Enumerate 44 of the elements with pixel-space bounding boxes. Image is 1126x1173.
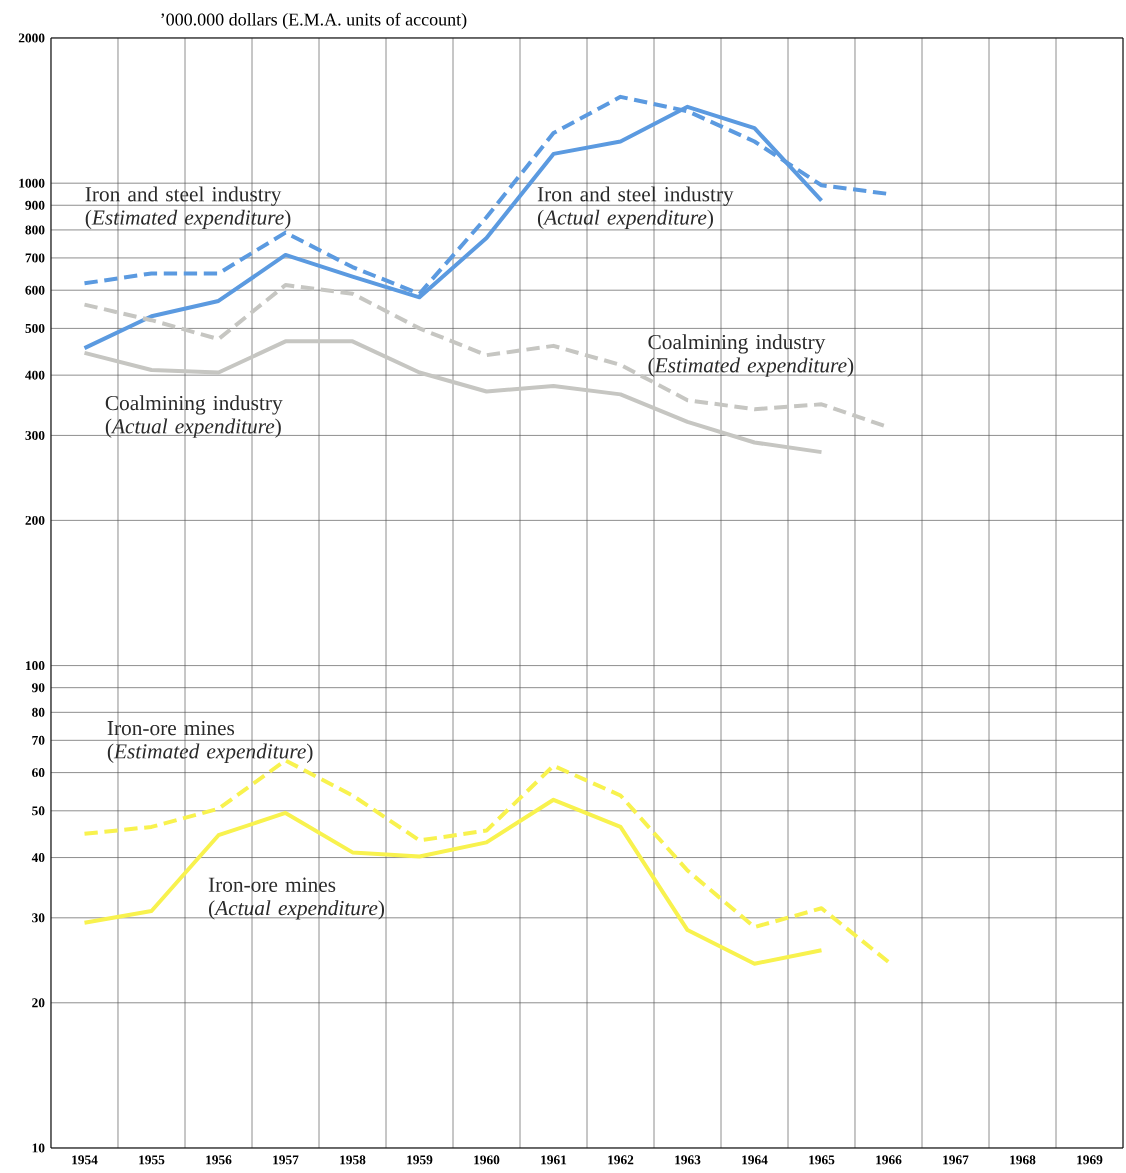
y-tick-label: 700 xyxy=(25,253,45,263)
x-tick-label: 1969 xyxy=(1077,1155,1103,1165)
series-label: Iron and steel industry (Estimated expenditure) xyxy=(85,186,291,230)
series-label: Iron-ore mines (Estimated expenditure) xyxy=(107,720,313,763)
x-tick-label: 1964 xyxy=(742,1155,768,1165)
x-tick-label: 1958 xyxy=(340,1155,366,1165)
line-series xyxy=(82,797,824,966)
y-tick-label: 200 xyxy=(25,515,45,525)
x-tick-label: 1963 xyxy=(675,1155,701,1165)
x-tick-label: 1959 xyxy=(407,1155,433,1165)
y-tick-label: 80 xyxy=(32,707,45,717)
x-tick-label: 1966 xyxy=(876,1155,902,1165)
y-tick-label: 300 xyxy=(25,430,45,440)
y-tick-label: 20 xyxy=(32,998,45,1008)
x-tick-label: 1961 xyxy=(541,1155,567,1165)
x-tick-label: 1957 xyxy=(273,1155,299,1165)
y-tick-label: 600 xyxy=(25,285,45,295)
series-label: Coalmining industry (Actual expenditure) xyxy=(105,395,283,438)
y-tick-label: 10 xyxy=(32,1143,45,1153)
x-tick-label: 1967 xyxy=(943,1155,969,1165)
series-label: Iron-ore mines (Actual expenditure) xyxy=(208,877,385,920)
x-tick-label: 1954 xyxy=(72,1155,98,1165)
x-tick-label: 1962 xyxy=(608,1155,634,1165)
series-label: Coalmining industry (Estimated expenditure) xyxy=(648,334,854,377)
y-tick-label: 2000 xyxy=(18,33,45,43)
x-tick-label: 1955 xyxy=(139,1155,165,1165)
y-tick-label: 30 xyxy=(32,913,45,923)
x-tick-label: 1956 xyxy=(206,1155,232,1165)
y-tick-label: 800 xyxy=(25,225,45,235)
y-tick-label: 50 xyxy=(32,806,45,816)
y-tick-label: 90 xyxy=(31,683,45,693)
series-label: Iron and steel industry (Actual expenditure) xyxy=(537,186,734,230)
x-tick-label: 1965 xyxy=(809,1155,835,1165)
y-tick-label: 900 xyxy=(25,200,45,210)
y-tick-label: 1000 xyxy=(19,178,45,188)
x-tick-label: 1960 xyxy=(474,1155,500,1165)
y-tick-label: 400 xyxy=(25,370,45,380)
y-tick-label: 70 xyxy=(32,735,45,745)
y-tick-label: 100 xyxy=(26,661,45,671)
y-axis-title: ’000.000 dollars (E.M.A. units of account) xyxy=(161,12,467,30)
x-tick-label: 1968 xyxy=(1010,1155,1036,1165)
y-tick-label: 60 xyxy=(32,768,45,778)
y-tick-label: 500 xyxy=(25,323,45,333)
y-tick-label: 40 xyxy=(31,853,45,863)
